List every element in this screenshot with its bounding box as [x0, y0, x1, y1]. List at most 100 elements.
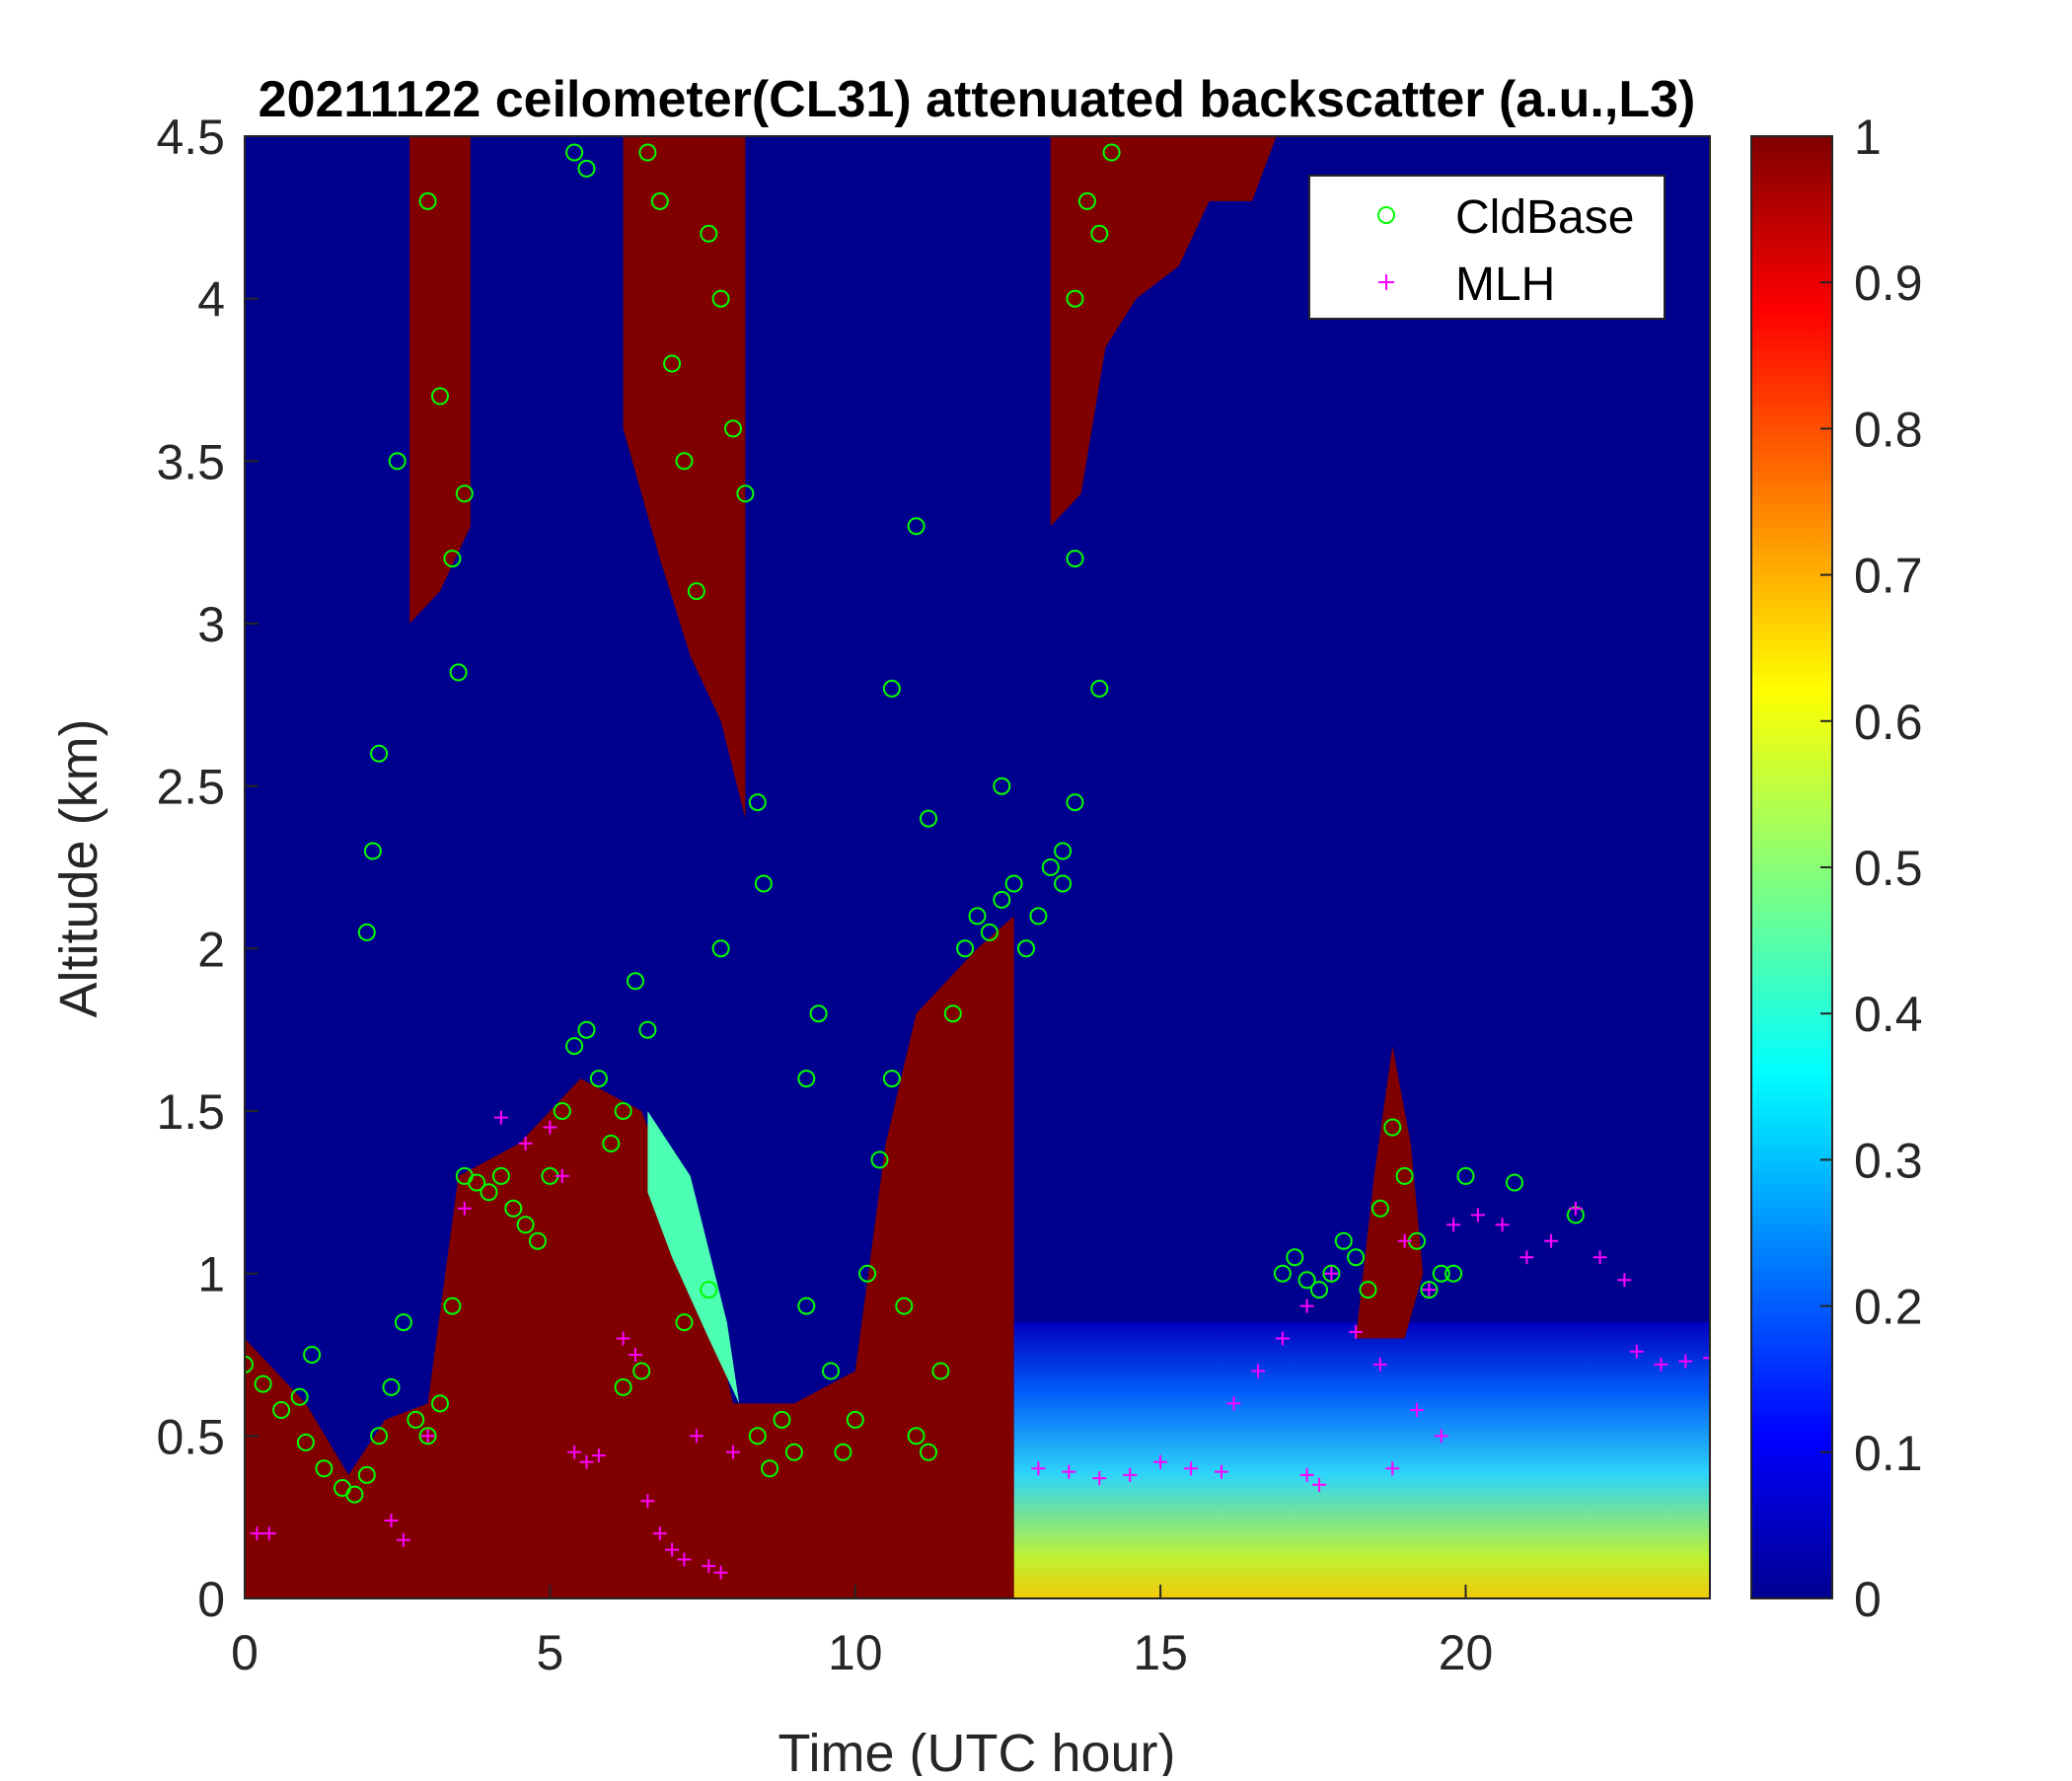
mlh-point-44 — [1568, 1201, 1583, 1216]
mlh-point-37 — [1397, 1233, 1412, 1248]
mlh-point-47 — [1629, 1344, 1644, 1359]
mlh-point-45 — [1592, 1250, 1607, 1265]
cldbase-point-73 — [577, 159, 596, 178]
mlh-point-22 — [726, 1445, 740, 1459]
y-tick-label: 3.5 — [156, 434, 225, 489]
cldbase-point-53 — [980, 923, 999, 941]
cldbase-point-6 — [345, 1485, 364, 1504]
cldbase-point-100 — [1286, 1248, 1304, 1267]
cldbase-point-0 — [245, 1355, 254, 1373]
colorbar-tick-label: 0.2 — [1854, 1280, 1923, 1335]
cldbase-point-51 — [956, 939, 975, 958]
cldbase-point-42 — [846, 1410, 864, 1429]
cldbase-point-49 — [931, 1362, 950, 1380]
mlh-point-8 — [543, 1120, 557, 1135]
mlh-point-10 — [567, 1445, 582, 1459]
mlh-point-29 — [1215, 1464, 1228, 1479]
cldbase-point-20 — [516, 1216, 535, 1234]
mlh-point-32 — [1275, 1331, 1290, 1346]
y-tick-label: 1.5 — [156, 1084, 225, 1140]
y-tick-label: 3 — [197, 597, 225, 652]
mlh-point-28 — [1184, 1461, 1199, 1476]
cldbase-point-24 — [565, 1037, 584, 1056]
mlh-point-36 — [1372, 1357, 1387, 1372]
mlh-point-23 — [1031, 1461, 1046, 1476]
cldbase-point-113 — [1444, 1264, 1463, 1283]
colorbar-tick-label: 0.4 — [1854, 987, 1923, 1042]
cldbase-point-48 — [920, 1443, 937, 1461]
mlh-point-41 — [1495, 1218, 1510, 1232]
x-axis-label: Time (UTC hour) — [777, 1724, 1175, 1776]
x-tick-label: 0 — [231, 1625, 259, 1680]
cldbase-point-29 — [627, 972, 644, 991]
colorbar — [1750, 135, 1833, 1599]
mlh-point-31 — [1251, 1364, 1266, 1378]
mlh-point-18 — [677, 1552, 692, 1567]
cldbase-point-1 — [254, 1374, 272, 1393]
cldbase-point-97 — [1090, 679, 1109, 698]
mlh-point-21 — [713, 1565, 728, 1580]
y-axis: 0 0.5 1 1.5 2 2.5 3 3.5 4 4.5 — [156, 110, 259, 1627]
cldbase-point-91 — [993, 777, 1011, 795]
cldbase-point-104 — [1334, 1231, 1353, 1250]
mlh-point-39 — [1446, 1218, 1461, 1232]
x-tick-label: 5 — [536, 1625, 563, 1680]
mlh-point-24 — [1062, 1464, 1076, 1479]
surface-backscatter — [1013, 1322, 1710, 1598]
cldbase-point-4 — [315, 1459, 333, 1478]
cldbase-point-30 — [638, 1020, 657, 1039]
cldbase-point-58 — [1041, 858, 1060, 876]
y-tick-label: 4.5 — [156, 110, 225, 165]
cldbase-point-10 — [394, 1313, 412, 1332]
plot-frame — [244, 135, 1711, 1599]
colorbar-tick-label: 0.1 — [1854, 1426, 1923, 1481]
cldbase-point-108 — [1383, 1118, 1402, 1137]
legend: CldBase MLH — [1308, 175, 1665, 320]
cldbase-point-37 — [773, 1410, 791, 1429]
mlh-point-27 — [1153, 1454, 1168, 1469]
cldbase-point-8 — [370, 1427, 389, 1446]
mlh-point-14 — [629, 1348, 642, 1362]
cldbase-point-18 — [491, 1166, 510, 1185]
cldbase-point-59 — [1054, 842, 1073, 860]
mlh-point-42 — [1519, 1250, 1534, 1265]
mlh-point-7 — [518, 1136, 533, 1150]
cldbase-point-46 — [895, 1297, 914, 1315]
cldbase-point-64 — [290, 1387, 309, 1406]
y-tick-label: 0.5 — [156, 1409, 225, 1464]
cldbase-point-83 — [711, 939, 730, 958]
mlh-point-55 — [1434, 1429, 1448, 1444]
cldbase-point-98 — [1066, 550, 1084, 568]
mlh-point-40 — [1470, 1208, 1485, 1223]
mlh-point-6 — [493, 1110, 508, 1125]
legend-mlh-marker — [1378, 274, 1394, 290]
cldbase-point-81 — [724, 419, 742, 438]
cldbase-point-39 — [797, 1297, 816, 1315]
legend-cldbase-marker — [1377, 206, 1395, 224]
cldbase-point-82 — [736, 484, 755, 503]
legend-box — [1308, 175, 1665, 320]
mlh-point-35 — [1349, 1324, 1364, 1339]
cldbase-point-55 — [1004, 874, 1023, 893]
cldbase-point-76 — [663, 354, 682, 373]
cldbase-point-40 — [822, 1362, 840, 1380]
y-tick-label: 2.5 — [156, 760, 225, 815]
cldbase-point-50 — [943, 1004, 962, 1023]
mlh-point-33 — [1299, 1299, 1314, 1313]
cldbase-point-47 — [907, 1427, 925, 1446]
x-tick-label: 20 — [1439, 1625, 1494, 1680]
cldbase-point-103 — [1322, 1264, 1341, 1283]
mlh-point-51 — [1299, 1467, 1314, 1482]
mlh-point-2 — [384, 1514, 399, 1527]
cldbase-point-36 — [761, 1459, 779, 1478]
backscatter-layer — [245, 136, 1710, 1598]
cldbase-point-3 — [296, 1433, 315, 1451]
cldbase-point-61 — [357, 923, 376, 941]
cldbase-point-77 — [675, 452, 694, 471]
mlh-point-12 — [591, 1448, 606, 1463]
cldbase-point-114 — [1456, 1166, 1475, 1185]
x-axis: 0 5 10 15 20 — [231, 1585, 1493, 1680]
cldbase-point-25 — [577, 1020, 596, 1039]
mlh-point-16 — [652, 1526, 667, 1541]
